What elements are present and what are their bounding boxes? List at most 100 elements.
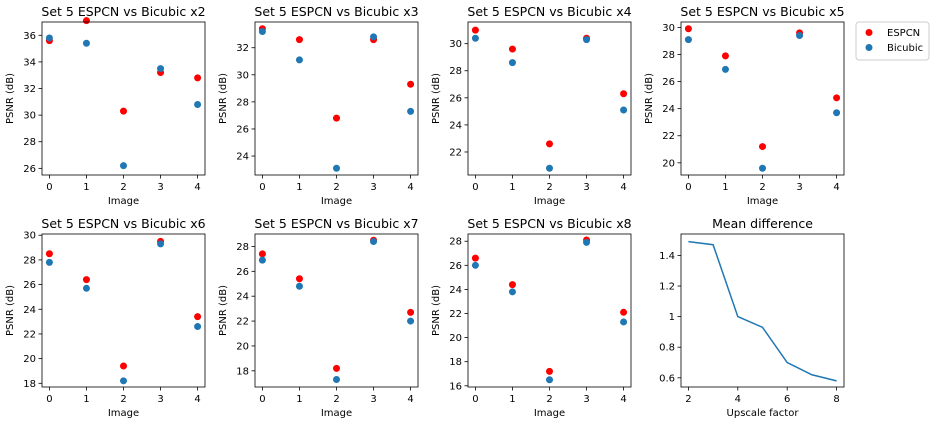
y-tick-label: 1.2: [659, 282, 675, 293]
subplot-6: Set 5 ESPCN vs Bicubic x7 0 1 2 3 4 18 20 22 24 26…: [218, 216, 419, 419]
point-espcn: [407, 80, 415, 88]
point-bicubic: [620, 318, 628, 326]
y-tick-label: 28: [23, 255, 36, 266]
point-bicubic: [120, 162, 127, 170]
axes-frame: [254, 233, 419, 388]
y-tick-label: 22: [662, 131, 675, 142]
point-espcn: [120, 107, 127, 115]
axes-frame: [467, 21, 632, 176]
y-tick-label: 22: [236, 317, 249, 328]
y-tick-label: 26: [449, 261, 462, 272]
y-tick-label: 26: [23, 164, 36, 175]
point-bicubic: [407, 317, 415, 325]
point-espcn: [684, 25, 692, 33]
y-tick-label: 0.6: [659, 373, 675, 384]
y-tick-label: 1: [669, 312, 675, 323]
x-tick-label: 4: [194, 182, 200, 193]
y-tick-label: 32: [23, 84, 36, 95]
point-espcn: [471, 26, 479, 34]
x-tick-label: 1: [296, 182, 302, 193]
point-bicubic: [546, 376, 553, 384]
point-espcn: [333, 364, 340, 372]
y-tick-label: 36: [23, 31, 36, 42]
y-tick-label: 28: [236, 97, 249, 108]
y-tick-label: 24: [449, 120, 462, 131]
subplot-2: Set 5 ESPCN vs Bicubic x3 0 1 2 3 4 24 26 28 30 32…: [218, 4, 419, 207]
x-tick-label: 8: [833, 394, 839, 405]
x-tick-label: 2: [120, 394, 126, 405]
y-tick-label: 30: [449, 39, 462, 50]
subplot-7: Set 5 ESPCN vs Bicubic x8 0 1 2 3 4 16 18 20 22 24…: [431, 216, 632, 419]
x-tick-label: 2: [120, 182, 126, 193]
x-tick-label: 2: [333, 182, 339, 193]
subplot-8: Mean difference 2 4 6 8 0.6 0.8 1 1.2 1.4 Upscale …: [659, 216, 845, 419]
y-tick-label: 30: [236, 70, 249, 81]
point-bicubic: [120, 377, 127, 385]
y-tick-label: 28: [236, 242, 249, 253]
point-bicubic: [157, 65, 165, 73]
y-axis-label: PSNR (dB): [218, 285, 229, 336]
x-axis-label: Image: [747, 196, 778, 207]
point-espcn: [258, 250, 266, 258]
point-bicubic: [583, 238, 591, 246]
point-bicubic: [833, 109, 841, 117]
point-bicubic: [370, 237, 378, 245]
axes-frame: [680, 233, 845, 388]
legend-label-bicubic: Bicubic: [887, 43, 923, 54]
y-tick-label: 24: [236, 292, 249, 303]
point-espcn: [471, 254, 479, 262]
y-tick-label: 30: [23, 111, 36, 122]
x-tick-label: 3: [157, 182, 163, 193]
y-tick-label: 26: [449, 93, 462, 104]
x-axis-label: Image: [321, 196, 352, 207]
y-tick-label: 24: [236, 152, 249, 163]
subplot-3: Set 5 ESPCN vs Bicubic x4 0 1 2 3 4 22 24 26 28 30…: [431, 4, 632, 207]
point-bicubic: [508, 288, 516, 296]
subplot-title: Set 5 ESPCN vs Bicubic x8: [467, 216, 631, 231]
legend-marker-espcn: [865, 29, 873, 36]
point-bicubic: [45, 34, 53, 42]
y-tick-label: 26: [236, 124, 249, 135]
x-tick-label: 1: [296, 394, 302, 405]
x-axis-label: Upscale factor: [727, 408, 800, 419]
y-tick-label: 26: [662, 77, 675, 88]
point-espcn: [333, 114, 340, 122]
point-bicubic: [194, 100, 202, 108]
point-bicubic: [295, 56, 303, 64]
point-espcn: [407, 308, 415, 316]
x-tick-label: 4: [620, 394, 626, 405]
point-bicubic: [508, 59, 516, 67]
point-bicubic: [82, 39, 90, 47]
y-tick-label: 22: [449, 309, 462, 320]
x-tick-label: 3: [370, 394, 376, 405]
point-bicubic: [45, 258, 53, 266]
point-bicubic: [157, 240, 165, 248]
y-tick-label: 24: [449, 285, 462, 296]
y-tick-label: 28: [662, 50, 675, 61]
subplot-4: Set 5 ESPCN vs Bicubic x5 0 1 2 3 4 20 22 24 26 28…: [644, 4, 845, 207]
point-bicubic: [407, 107, 415, 115]
y-axis-label: PSNR (dB): [5, 285, 16, 336]
y-tick-label: 22: [23, 329, 36, 340]
x-tick-label: 3: [583, 394, 589, 405]
y-tick-label: 26: [23, 280, 36, 291]
x-tick-label: 4: [407, 394, 413, 405]
x-tick-label: 3: [796, 182, 802, 193]
x-tick-label: 2: [685, 394, 691, 405]
x-tick-label: 3: [370, 182, 376, 193]
legend-frame: [855, 21, 930, 61]
x-axis-label: Image: [108, 196, 139, 207]
point-bicubic: [258, 27, 266, 35]
x-tick-label: 2: [546, 394, 552, 405]
y-tick-label: 16: [449, 381, 462, 392]
axes-frame: [680, 21, 845, 176]
point-espcn: [82, 17, 90, 25]
point-espcn: [721, 52, 729, 60]
y-tick-label: 28: [449, 66, 462, 77]
point-espcn: [833, 94, 841, 102]
x-tick-label: 2: [333, 394, 339, 405]
y-tick-label: 34: [23, 57, 36, 68]
subplot-title: Set 5 ESPCN vs Bicubic x3: [254, 4, 418, 19]
point-espcn: [546, 140, 553, 148]
